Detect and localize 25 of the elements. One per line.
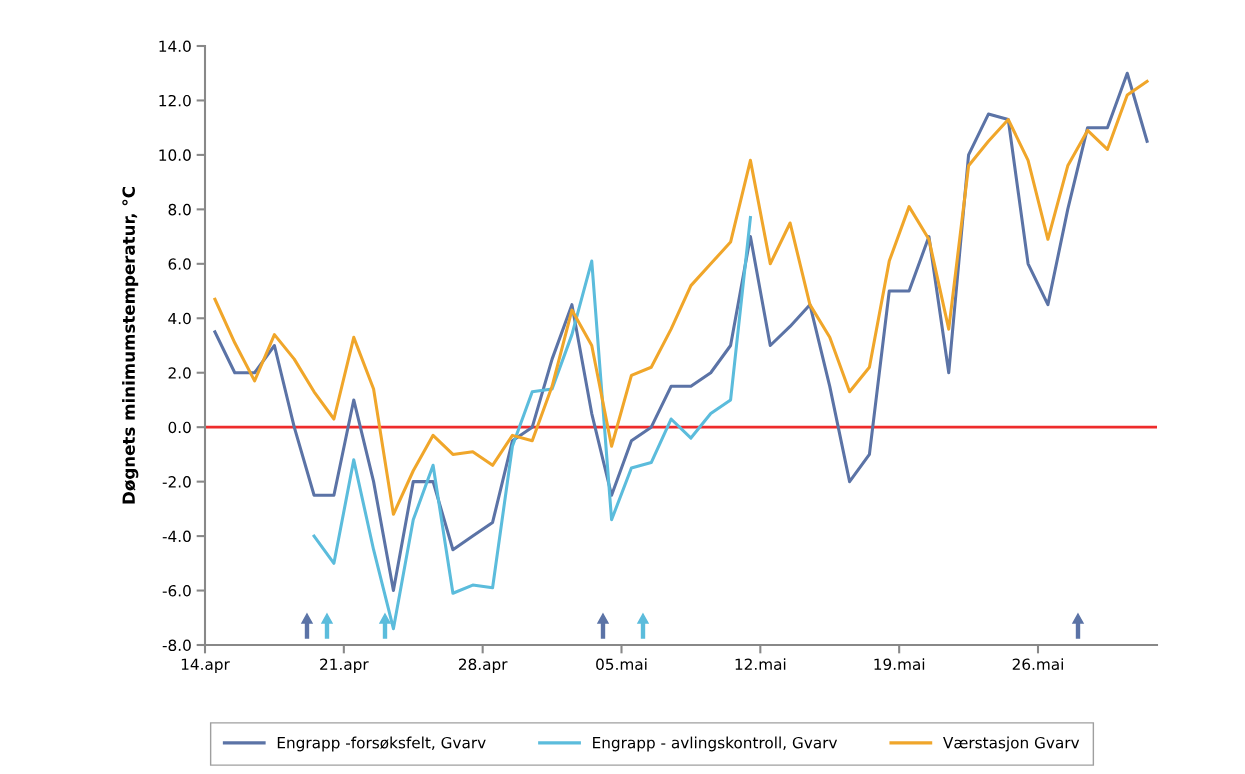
y-tick-label: 10.0 (159, 149, 191, 161)
y-tick-label: 4.0 (168, 312, 191, 325)
legend-label: Værstasjon Gvarv (943, 736, 1080, 752)
x-tick-label: 26.mai (1012, 658, 1063, 671)
y-tick-label: 6.0 (168, 258, 191, 270)
y-tick-label: 0.0 (168, 421, 191, 434)
y-tick-label: 14.0 (159, 40, 191, 53)
y-tick-label: 2.0 (168, 367, 191, 379)
y-axis-title: Døgnets minimumstemperatur, °C (122, 187, 139, 504)
line-series (213, 71, 1149, 593)
x-tick-label: 05.mai (596, 658, 647, 671)
x-tick-label: 12.mai (735, 658, 786, 671)
y-tick-label: 12.0 (159, 94, 191, 107)
y-tick-label: 8.0 (168, 203, 191, 216)
y-tick-label: -2.0 (162, 476, 191, 488)
x-tick-label: 21.apr (320, 658, 369, 673)
y-tick-label: -4.0 (162, 530, 191, 543)
x-tick-label: 28.apr (458, 658, 508, 673)
x-tick-label: 19.mai (874, 658, 925, 671)
y-tick-label: -6.0 (162, 585, 191, 597)
y-tick-label: -8.0 (162, 639, 191, 652)
line-series (213, 79, 1149, 516)
x-tick-label: 14.apr (181, 658, 230, 673)
legend-label: Engrapp -forsøksfelt, Gvarv (277, 736, 486, 752)
legend-label: Engrapp - avlingskontroll, Gvarv (593, 736, 838, 752)
